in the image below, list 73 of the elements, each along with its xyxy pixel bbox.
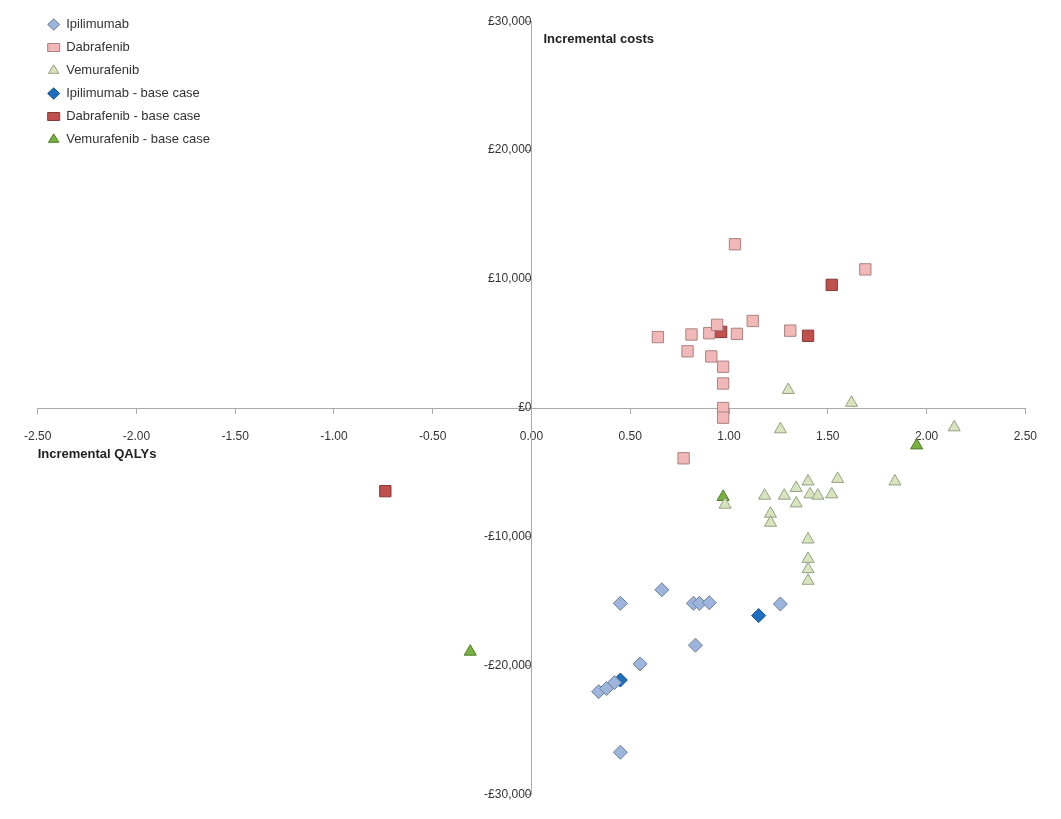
x-tick-label: 2.00 bbox=[914, 428, 939, 443]
y-axis-title: Incremental costs bbox=[543, 31, 655, 47]
point bbox=[947, 419, 961, 432]
point bbox=[801, 473, 815, 486]
point bbox=[801, 532, 815, 544]
y-tick-label: £10,000 bbox=[488, 271, 532, 286]
x-tick-label: -2.00 bbox=[122, 428, 151, 443]
point bbox=[801, 573, 815, 585]
point bbox=[651, 330, 665, 344]
point bbox=[716, 360, 730, 373]
point bbox=[716, 411, 730, 424]
point bbox=[606, 675, 622, 691]
point bbox=[801, 561, 815, 574]
x-tick-label: 1.00 bbox=[717, 428, 742, 443]
point bbox=[825, 486, 839, 499]
point bbox=[711, 318, 724, 331]
point bbox=[772, 596, 788, 612]
y-tick-label: £20,000 bbox=[488, 142, 532, 157]
legend-label: Dabrafenib - base case bbox=[66, 108, 201, 124]
legend-label: Ipilimumab - base case bbox=[66, 85, 200, 101]
point bbox=[612, 595, 628, 611]
point bbox=[831, 471, 845, 483]
point bbox=[632, 656, 648, 672]
point bbox=[681, 345, 694, 358]
point bbox=[685, 328, 698, 341]
point bbox=[705, 350, 718, 363]
point bbox=[718, 497, 732, 509]
x-tick-label: 0.00 bbox=[519, 428, 544, 443]
x-tick-label: 2.50 bbox=[1013, 428, 1038, 443]
point bbox=[751, 608, 767, 624]
legend-label: Dabrafenib bbox=[66, 39, 130, 55]
y-tick-label: £0 bbox=[518, 400, 532, 415]
point bbox=[844, 395, 859, 407]
point bbox=[687, 637, 703, 653]
point bbox=[730, 327, 744, 341]
y-tick-label: -£20,000 bbox=[484, 658, 532, 673]
point bbox=[379, 485, 392, 498]
point bbox=[701, 595, 717, 611]
point bbox=[789, 495, 803, 508]
y-tick-label: -£30,000 bbox=[484, 787, 532, 802]
point bbox=[789, 480, 803, 492]
point bbox=[728, 238, 742, 251]
point bbox=[716, 377, 730, 390]
point bbox=[777, 488, 791, 500]
x-tick-label: -1.00 bbox=[320, 428, 348, 443]
point bbox=[773, 421, 787, 434]
point bbox=[781, 382, 795, 394]
x-tick-label: -0.50 bbox=[419, 428, 447, 443]
y-tick-label: £30,000 bbox=[488, 13, 532, 28]
point bbox=[859, 263, 872, 276]
point bbox=[463, 644, 477, 656]
x-axis-title: Incremental QALYs bbox=[37, 446, 157, 462]
x-tick-label: 0.50 bbox=[618, 428, 643, 443]
point bbox=[654, 582, 670, 598]
legend-label: Ipilimumab bbox=[66, 16, 130, 32]
x-tick-label: -1.50 bbox=[221, 428, 250, 443]
point bbox=[758, 488, 772, 500]
point bbox=[888, 473, 902, 486]
x-tick-label: 1.50 bbox=[816, 428, 840, 443]
point bbox=[763, 506, 778, 518]
point bbox=[763, 515, 778, 527]
point bbox=[612, 744, 628, 760]
point bbox=[677, 452, 690, 465]
point bbox=[801, 329, 815, 342]
point bbox=[801, 551, 815, 563]
legend-label: Vemurafenib bbox=[66, 62, 140, 78]
legend-label: Vemurafenib - base case bbox=[66, 131, 210, 147]
point bbox=[746, 314, 759, 328]
point bbox=[784, 324, 797, 337]
y-tick-label: -£10,000 bbox=[484, 529, 532, 544]
x-tick-label: -2.50 bbox=[24, 428, 52, 443]
point bbox=[811, 488, 825, 500]
point bbox=[825, 278, 838, 292]
